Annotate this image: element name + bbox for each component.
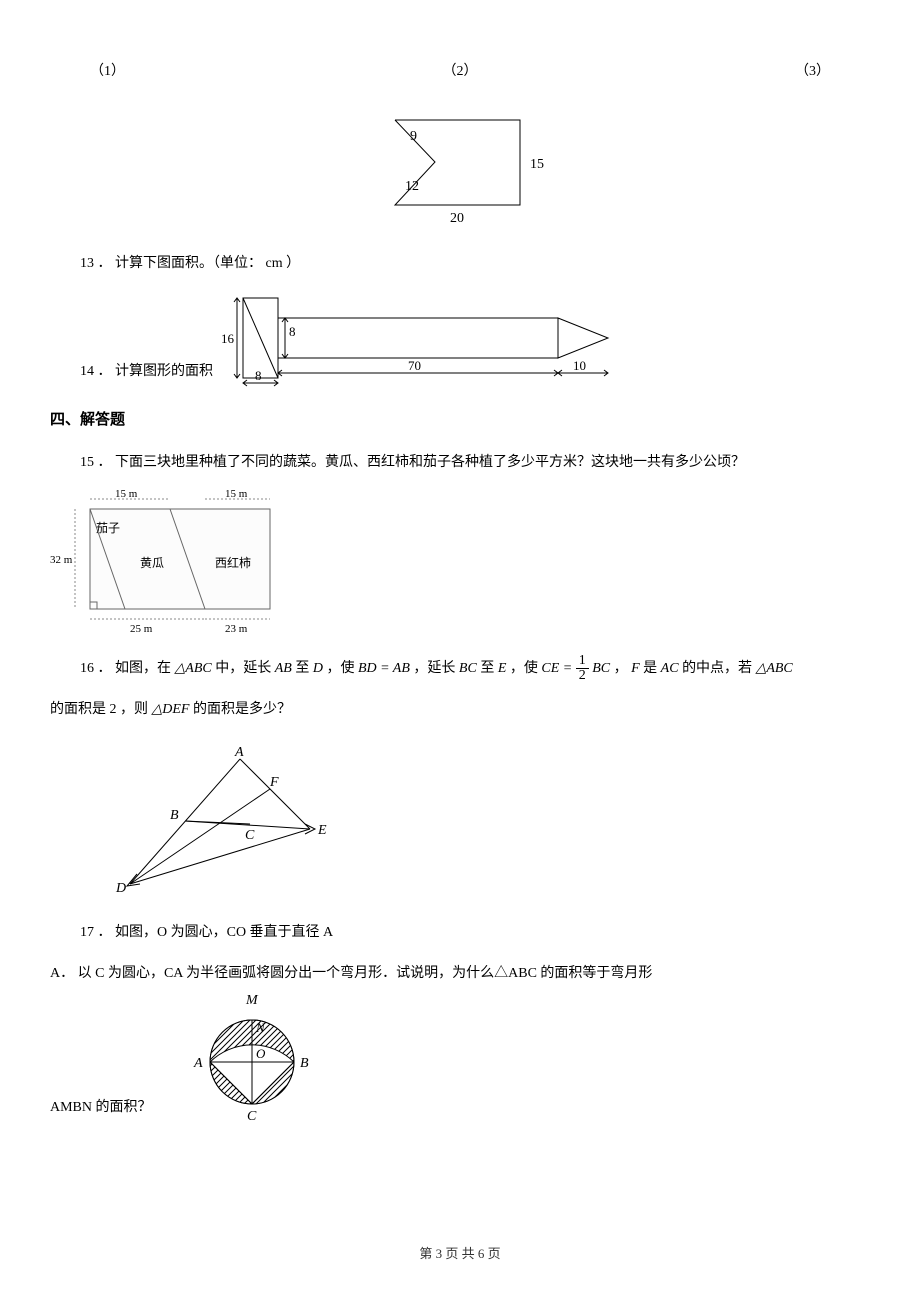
q13-prefix: 13 ．: [80, 256, 112, 271]
label-d: D: [115, 881, 126, 894]
q16-tri-abc2: △ABC: [756, 661, 793, 676]
label-16: 16: [221, 331, 235, 346]
region-qiezi: 茄子: [96, 521, 120, 535]
q16-two: 2: [110, 702, 117, 717]
figure-triangle-container: A B C D E F: [110, 744, 870, 899]
q16-l2-p3: 的面积是多少？: [193, 702, 291, 717]
q16-p7: ，使: [510, 661, 538, 676]
q13-unit: cm: [266, 256, 283, 271]
q16-tri-def: △DEF: [152, 702, 190, 717]
label-n: N: [255, 1020, 266, 1035]
q16-bdab: BD = AB: [358, 661, 410, 676]
label-15m-b: 15 m: [225, 488, 248, 500]
label-f: F: [269, 775, 279, 790]
q16-p10: 的中点，若: [682, 661, 752, 676]
question-13: 13 ． 计算下图面积。（单位： cm ）: [80, 250, 870, 278]
q16-p1: 如图，在: [115, 661, 171, 676]
question-16-line2: 的面积是 2 ，则 △DEF 的面积是多少？: [50, 696, 870, 724]
q16-ce-num: 1: [576, 654, 589, 669]
label-b: B: [170, 808, 179, 823]
question-17-option-a: A． 以 C 为圆心，CA 为半径画弧将圆分出一个弯月形．试说明，为什么△ABC…: [50, 962, 870, 982]
label-23m: 23 m: [225, 623, 248, 635]
label-25m: 25 m: [130, 623, 153, 635]
q14-text: 计算图形的面积: [115, 364, 213, 379]
q16-p6: 至: [480, 661, 494, 676]
top-label-2: （2）: [443, 60, 478, 80]
q17-text: 如图，O 为圆心，CO 垂直于直径 A: [115, 925, 333, 940]
q17a-text: 以 C 为圆心，CA 为半径画弧将圆分出一个弯月形．试说明，为什么△ABC 的面…: [78, 966, 653, 981]
q16-e: E: [498, 661, 507, 676]
figure-pentagon: 9 12 15 20: [360, 110, 560, 230]
q17a-prefix: A．: [50, 966, 74, 981]
label-15: 15: [530, 157, 544, 172]
q16-l2-p1: 的面积是: [50, 702, 106, 717]
question-17: 17 ． 如图，O 为圆心，CO 垂直于直径 A: [80, 919, 870, 947]
label-12: 12: [405, 179, 419, 194]
label-70: 70: [408, 358, 421, 373]
label-a2: A: [193, 1056, 203, 1071]
q16-ce-left: CE =: [541, 661, 572, 676]
figure-vegetable-container: 15 m 15 m 32 m 25 m 23 m 茄子 黄瓜 西红柿: [50, 487, 870, 642]
q16-ce-den: 2: [576, 669, 589, 683]
label-10: 10: [573, 358, 586, 373]
q14-wrapper: 14 ． 计算图形的面积: [80, 360, 213, 380]
q14-prefix: 14 ．: [80, 364, 112, 379]
figure-triangle: A B C D E F: [110, 744, 340, 894]
section-4-heading: 四、解答题: [50, 408, 870, 429]
q16-ab: AB: [275, 661, 292, 676]
q16-p9: 是: [643, 661, 657, 676]
page-footer: 第 3 页 共 6 页: [0, 1243, 920, 1262]
figure-arrow: 16 8 8 70 10: [213, 288, 633, 388]
label-b2: B: [300, 1056, 309, 1071]
q17-prefix: 17 ．: [80, 925, 112, 940]
region-huanggua: 黄瓜: [140, 556, 164, 570]
label-a: A: [234, 745, 244, 760]
label-e: E: [317, 823, 327, 838]
q16-p2: 中，延长: [215, 661, 271, 676]
label-c2: C: [247, 1109, 257, 1122]
q16-bc: BC: [459, 661, 477, 676]
q13-suffix: ）: [286, 256, 300, 271]
region-xihongshi: 西红柿: [215, 555, 251, 570]
label-8v: 8: [289, 324, 296, 339]
q16-ac: AC: [661, 661, 679, 676]
q16-l2-p2: ，则: [120, 702, 148, 717]
top-label-3: （3）: [795, 60, 830, 80]
q17-tail: AMBN 的面积？: [50, 1096, 152, 1116]
q15-prefix: 15 ．: [80, 455, 112, 470]
label-c: C: [245, 828, 255, 843]
q16-p8: ，: [614, 661, 628, 676]
q16-tri-abc: △ABC: [175, 661, 212, 676]
q16-p4: ，使: [326, 661, 354, 676]
top-label-1: （1）: [90, 60, 125, 80]
label-9: 9: [410, 129, 417, 144]
q16-ce-formula: CE = 1 2 BC: [541, 652, 610, 686]
question-16: 16 ． 如图，在 △ABC 中，延长 AB 至 D ，使 BD = AB ，延…: [80, 652, 870, 686]
q16-ce-right: BC: [592, 661, 610, 676]
top-label-row: （1） （2） （3）: [50, 60, 870, 80]
q16-p3: 至: [295, 661, 309, 676]
q16-f: F: [631, 661, 640, 676]
figure-pentagon-container: 9 12 15 20: [50, 110, 870, 230]
q13-text: 计算下图面积。（单位：: [115, 256, 262, 271]
label-20: 20: [450, 211, 464, 226]
label-m: M: [245, 993, 259, 1008]
question-15: 15 ． 下面三块地里种植了不同的蔬菜。黄瓜、西红柿和茄子各种植了多少平方米？这…: [80, 449, 870, 477]
figure-vegetable: 15 m 15 m 32 m 25 m 23 m 茄子 黄瓜 西红柿: [50, 487, 290, 637]
label-8h: 8: [255, 368, 262, 383]
label-o: O: [256, 1046, 266, 1061]
q16-d: D: [313, 661, 323, 676]
q16-p5: ，延长: [413, 661, 455, 676]
label-32m: 32 m: [50, 554, 73, 566]
q16-prefix: 16 ．: [80, 661, 112, 676]
label-15m-a: 15 m: [115, 488, 138, 500]
q15-text: 下面三块地里种植了不同的蔬菜。黄瓜、西红柿和茄子各种植了多少平方米？这块地一共有…: [115, 455, 745, 470]
figure-moon: M N O A B C: [182, 992, 322, 1122]
